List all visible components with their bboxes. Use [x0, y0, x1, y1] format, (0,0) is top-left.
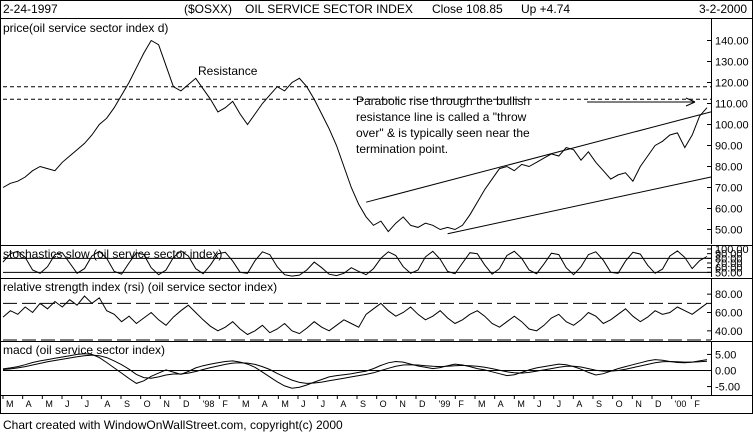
stochastics-ytick-label: 70.00 — [715, 258, 743, 270]
header-close: Close 108.85 — [432, 2, 503, 16]
x-tick-label: S — [360, 399, 366, 409]
rsi-ytick-label: 40.00 — [715, 326, 743, 338]
x-tick-label: D — [183, 399, 190, 409]
macd-ytick-label: 0.00 — [715, 366, 736, 378]
x-tick-label: F — [222, 399, 228, 409]
x-tick-label: '00 — [675, 399, 687, 409]
x-tick-label: J — [537, 399, 542, 409]
price-title: price(oil service sector index d) — [3, 21, 168, 35]
rsi-series-line — [2, 295, 708, 336]
stochastics-ytick-label: 60.00 — [715, 263, 743, 275]
x-tick-label: '98 — [203, 399, 215, 409]
header-end-date: 3-2-2000 — [699, 2, 747, 16]
stochastics-ytick-label: 100.00 — [715, 244, 749, 256]
x-axis-months: M A M J J A S O N D '98 F M A M J J A S O N D '99 F M A M J J A S O N D '0… — [2, 395, 700, 409]
throw-over-annotation-line: Parabolic rise through the bullish — [356, 94, 530, 108]
x-tick-label: A — [340, 399, 346, 409]
price-ytick-label: 130.00 — [715, 57, 749, 69]
macd-panel: macd (oil service sector index) 5.00 0.00 -… — [0, 341, 753, 395]
x-tick-label: M — [281, 399, 289, 409]
x-tick-label: J — [301, 399, 306, 409]
price-ytick-label: 80.00 — [715, 162, 743, 174]
x-tick-label: M — [517, 399, 525, 409]
header-change: Up +4.74 — [521, 2, 570, 16]
price-ytick-label: 100.00 — [715, 120, 749, 132]
x-tick-label: O — [380, 399, 387, 409]
price-series-line — [2, 39, 708, 233]
header-name: OIL SERVICE SECTOR INDEX — [245, 2, 413, 16]
x-tick-label: J — [557, 399, 562, 409]
x-tick-label: S — [596, 399, 602, 409]
x-tick-label: A — [26, 399, 32, 409]
header-symbol: ($OSXX) — [184, 2, 232, 16]
chart-frame — [0, 0, 753, 414]
throw-over-annotation-line: resistance line is called a "throw — [356, 110, 527, 124]
resistance-trend-line — [365, 111, 712, 203]
price-ytick-label: 50.00 — [715, 225, 743, 237]
x-tick-label: J — [65, 399, 70, 409]
rsi-panel: relative strength index (rsi) (oil servi… — [0, 278, 753, 341]
resistance-annotation: Resistance — [198, 64, 258, 78]
macd-title: macd (oil service sector index) — [3, 343, 165, 357]
macd-ytick-label: 5.00 — [715, 349, 736, 361]
stochastics-series-line — [2, 250, 708, 277]
x-tick-label: S — [124, 399, 130, 409]
header-start-date: 2-24-1997 — [3, 2, 58, 16]
x-tick-label: D — [419, 399, 426, 409]
x-tick-label: F — [694, 399, 700, 409]
price-ytick-label: 120.00 — [715, 78, 749, 90]
stochastics-panel: stochastics slow (oil service sector ind… — [0, 244, 753, 279]
macd-ytick-label: -5.00 — [715, 382, 740, 394]
x-tick-label: M — [45, 399, 53, 409]
price-ytick-label: 60.00 — [715, 204, 743, 216]
x-tick-label: M — [242, 399, 250, 409]
rsi-title: relative strength index (rsi) (oil servi… — [3, 280, 277, 294]
throw-over-annotation-line: over" & is typically seen near the — [356, 126, 530, 140]
x-tick-label: J — [321, 399, 326, 409]
x-tick-label: O — [616, 399, 623, 409]
x-tick-label: J — [85, 399, 90, 409]
stochastics-ytick-label: 80.00 — [715, 253, 743, 265]
x-tick-label: O — [144, 399, 151, 409]
arrow-head-icon — [685, 97, 696, 107]
price-ytick-label: 110.00 — [715, 99, 748, 111]
x-tick-label: '99 — [439, 399, 451, 409]
x-tick-label: A — [576, 399, 582, 409]
x-tick-label: N — [399, 399, 406, 409]
x-tick-label: A — [498, 399, 504, 409]
rsi-ytick-label: 80.00 — [715, 289, 743, 301]
support-trend-line — [447, 176, 712, 235]
stochastics-ytick-label: 90.00 — [715, 249, 743, 261]
x-tick-label: M — [478, 399, 486, 409]
stochastics-title: stochastics slow (oil service sector ind… — [3, 247, 222, 261]
indicator-panels: price(oil service sector index d) 140.00 1… — [0, 19, 753, 395]
throw-over-annotation-line: termination point. — [356, 142, 448, 156]
stochastics-ytick-label: 50.00 — [715, 267, 743, 279]
x-tick-label: N — [163, 399, 170, 409]
x-tick-label: F — [458, 399, 464, 409]
price-panel: price(oil service sector index d) 140.00 1… — [2, 19, 749, 244]
x-tick-label: N — [635, 399, 642, 409]
macd-series-line — [2, 354, 708, 384]
x-tick-label: A — [104, 399, 110, 409]
x-tick-label: D — [655, 399, 662, 409]
rsi-ytick-label: 60.00 — [715, 308, 743, 320]
x-tick-label: M — [6, 399, 14, 409]
x-tick-label: A — [262, 399, 268, 409]
macd-series-line — [2, 353, 708, 389]
price-ytick-label: 90.00 — [715, 141, 743, 153]
price-ytick-label: 140.00 — [715, 36, 749, 48]
footer-credit: Chart created with WindowOnWallStreet.co… — [3, 418, 343, 432]
price-ytick-label: 70.00 — [715, 183, 743, 195]
